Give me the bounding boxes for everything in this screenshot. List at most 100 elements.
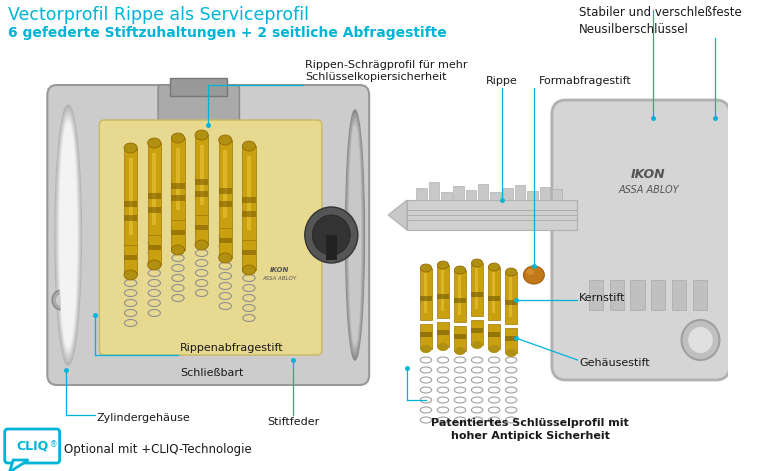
Bar (152, 153, 156, 225)
FancyBboxPatch shape (99, 120, 322, 355)
Ellipse shape (454, 266, 466, 274)
Bar (458, 275, 461, 315)
Bar (171, 183, 185, 189)
Bar (505, 300, 517, 305)
FancyBboxPatch shape (5, 429, 60, 463)
Bar (515, 185, 525, 200)
Text: Patentiertes Schlüsselprofil mit
hoher Antipick Sicherheit: Patentiertes Schlüsselprofil mit hoher A… (431, 418, 629, 441)
Bar (429, 182, 439, 200)
Ellipse shape (60, 122, 76, 348)
Bar (171, 78, 227, 96)
Bar (509, 277, 512, 317)
Ellipse shape (454, 347, 466, 355)
Bar (195, 225, 208, 230)
Ellipse shape (526, 269, 534, 275)
Bar (242, 146, 255, 240)
Bar (195, 191, 208, 197)
Bar (148, 143, 161, 235)
Text: Zylindergehäuse: Zylindergehäuse (97, 413, 190, 423)
Circle shape (312, 215, 350, 255)
Ellipse shape (218, 135, 232, 145)
Ellipse shape (55, 105, 82, 365)
Circle shape (305, 207, 358, 263)
Ellipse shape (59, 120, 77, 350)
Text: IKON: IKON (631, 169, 666, 181)
Circle shape (52, 290, 71, 310)
Bar (488, 324, 500, 349)
Bar (505, 328, 517, 353)
Bar (488, 267, 500, 320)
Text: Kernstift: Kernstift (579, 293, 626, 303)
Ellipse shape (124, 270, 137, 280)
Bar (505, 336, 517, 341)
Bar (672, 280, 686, 310)
Bar (454, 298, 466, 303)
Bar (218, 228, 232, 258)
Bar (195, 215, 208, 245)
Ellipse shape (195, 130, 208, 140)
Bar (552, 189, 562, 200)
Bar (223, 150, 227, 218)
Text: Schließbart: Schließbart (180, 368, 243, 378)
Bar (488, 296, 500, 301)
Bar (424, 273, 427, 313)
Ellipse shape (58, 115, 78, 355)
Text: Stiftfeder: Stiftfeder (268, 417, 320, 427)
Bar (148, 245, 161, 250)
Circle shape (56, 294, 67, 306)
FancyBboxPatch shape (158, 85, 239, 121)
Bar (176, 148, 180, 210)
Bar (124, 245, 137, 275)
Bar (471, 263, 483, 316)
Text: ASSA ABLOY: ASSA ABLOY (618, 185, 679, 195)
Text: CLIQ: CLIQ (16, 439, 48, 453)
Bar (528, 191, 538, 200)
Ellipse shape (55, 107, 81, 363)
Bar (505, 272, 517, 324)
Circle shape (688, 327, 713, 353)
Ellipse shape (348, 118, 362, 352)
Text: Vectorprofil Rippe als Serviceprofil: Vectorprofil Rippe als Serviceprofil (8, 6, 308, 24)
Bar (421, 268, 431, 320)
Ellipse shape (349, 126, 361, 344)
Bar (421, 324, 431, 349)
Bar (148, 193, 161, 199)
Text: Rippe: Rippe (486, 76, 518, 86)
Ellipse shape (171, 133, 185, 143)
Ellipse shape (345, 110, 365, 360)
Ellipse shape (57, 113, 79, 357)
Bar (454, 270, 466, 322)
Bar (242, 250, 255, 255)
Text: Formabfragestift: Formabfragestift (538, 76, 631, 86)
Bar (471, 292, 483, 297)
Text: Rippen-Schrägprofil für mehr
Schlüsselkopiersicherheit: Rippen-Schrägprofil für mehr Schlüsselko… (305, 60, 468, 82)
Bar (242, 197, 255, 203)
Bar (171, 220, 185, 250)
Ellipse shape (505, 268, 517, 276)
Bar (218, 238, 232, 243)
Ellipse shape (524, 266, 544, 284)
Ellipse shape (488, 345, 500, 353)
Bar (171, 230, 185, 235)
Bar (471, 328, 483, 333)
Ellipse shape (347, 114, 364, 356)
Bar (407, 200, 578, 230)
Bar (325, 235, 337, 260)
Polygon shape (388, 200, 407, 230)
Bar (124, 148, 137, 245)
Bar (200, 145, 204, 205)
Text: ®: ® (50, 440, 58, 449)
Text: ASSA ABLOY: ASSA ABLOY (262, 276, 296, 281)
Ellipse shape (171, 245, 185, 255)
Ellipse shape (242, 141, 255, 151)
Bar (242, 240, 255, 270)
Ellipse shape (148, 138, 161, 148)
Bar (454, 334, 466, 339)
Ellipse shape (505, 349, 517, 357)
Bar (466, 190, 476, 200)
Bar (438, 330, 448, 335)
Bar (651, 280, 665, 310)
Ellipse shape (218, 253, 232, 263)
Bar (475, 268, 478, 309)
Ellipse shape (58, 117, 78, 352)
